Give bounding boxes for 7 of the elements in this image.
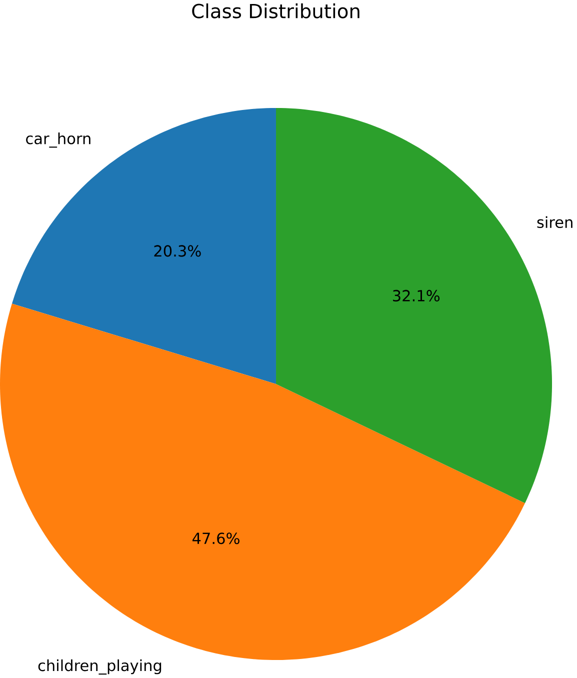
slice-label: car_horn — [26, 132, 90, 148]
slice-label: siren — [537, 216, 572, 228]
chart-title: Class Distribution — [192, 3, 360, 18]
slice-label: children_playing — [38, 659, 162, 675]
data-label: 32.1% — [392, 290, 440, 302]
data-label: 20.3% — [154, 245, 201, 257]
data-label: 47.6% — [192, 532, 240, 544]
